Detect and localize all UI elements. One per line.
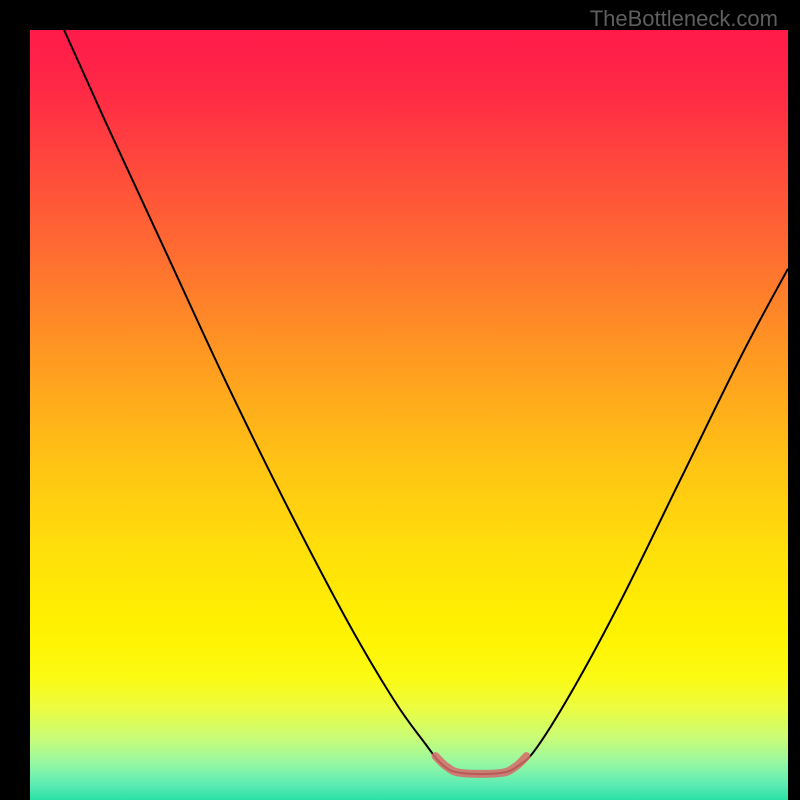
curve-layer	[30, 30, 788, 800]
main-curve-path	[64, 30, 788, 774]
watermark-text: TheBottleneck.com	[590, 6, 778, 32]
bottom-highlight-path	[436, 756, 527, 774]
plot-area	[30, 30, 788, 800]
